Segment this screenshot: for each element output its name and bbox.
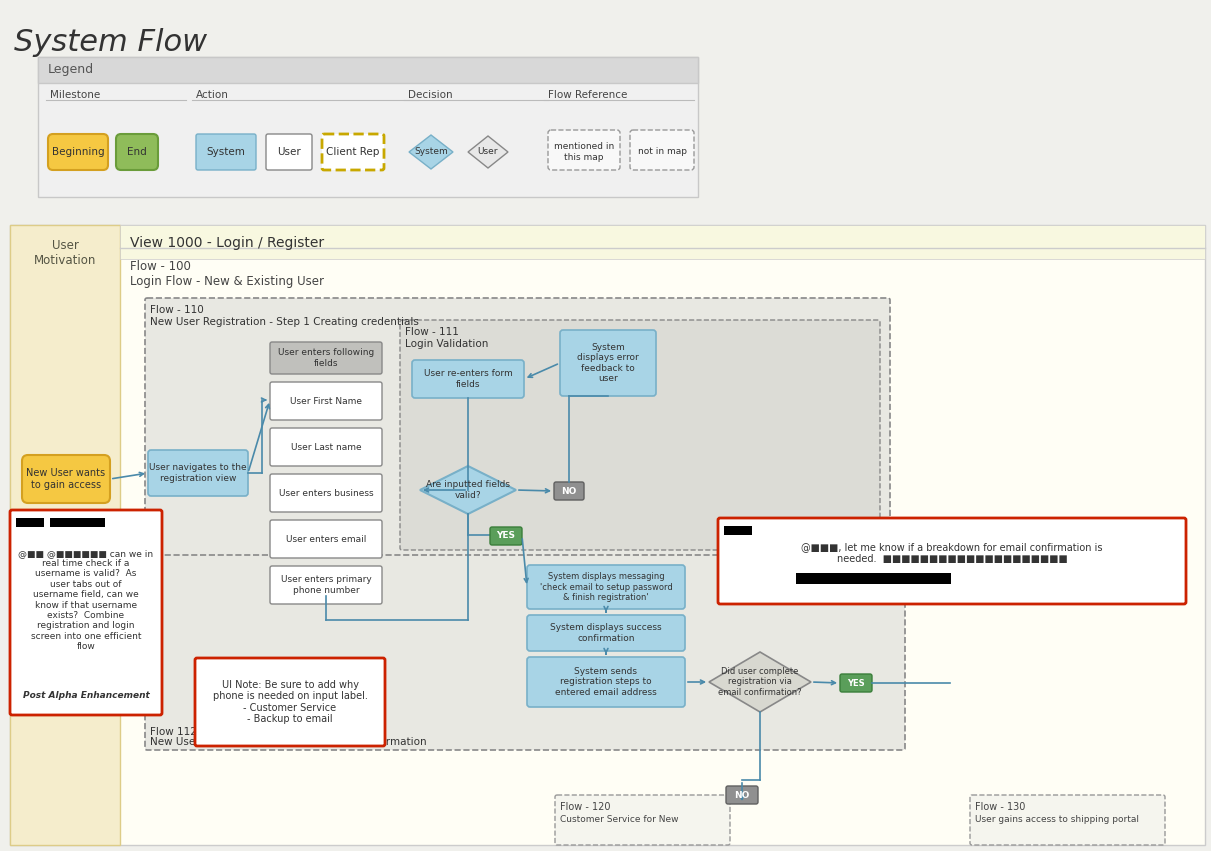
- FancyBboxPatch shape: [270, 474, 381, 512]
- Text: Flow - 130: Flow - 130: [975, 802, 1026, 812]
- Text: YES: YES: [497, 532, 516, 540]
- Text: System sends
registration steps to
entered email address: System sends registration steps to enter…: [555, 667, 656, 697]
- FancyBboxPatch shape: [527, 657, 685, 707]
- FancyBboxPatch shape: [148, 450, 248, 496]
- Text: System
displays error
feedback to
user: System displays error feedback to user: [578, 343, 639, 383]
- FancyBboxPatch shape: [196, 134, 256, 170]
- Bar: [50, 518, 105, 527]
- FancyBboxPatch shape: [718, 518, 1186, 604]
- Bar: [38, 57, 698, 197]
- Bar: [120, 225, 1205, 259]
- Text: NO: NO: [734, 791, 750, 799]
- FancyBboxPatch shape: [195, 658, 385, 746]
- FancyBboxPatch shape: [553, 482, 584, 500]
- FancyBboxPatch shape: [840, 674, 872, 692]
- Text: Flow - 100: Flow - 100: [130, 260, 191, 272]
- Text: User: User: [478, 147, 498, 157]
- Text: Post Alpha Enhancement: Post Alpha Enhancement: [23, 690, 149, 700]
- FancyBboxPatch shape: [555, 795, 730, 845]
- Bar: [796, 573, 951, 584]
- Text: Client Rep: Client Rep: [326, 147, 380, 157]
- FancyBboxPatch shape: [22, 455, 110, 503]
- FancyBboxPatch shape: [527, 615, 685, 651]
- Polygon shape: [708, 652, 811, 712]
- Text: User enters business: User enters business: [279, 488, 373, 498]
- FancyBboxPatch shape: [145, 298, 890, 683]
- Text: not in map: not in map: [637, 147, 687, 157]
- Text: @■■ @■■■■■■ can we in
real time check if a
username is valid?  As
user tabs out : @■■ @■■■■■■ can we in real time check if…: [18, 549, 154, 651]
- Text: Login Validation: Login Validation: [404, 339, 488, 349]
- Text: @■■■, let me know if a breakdown for email confirmation is
needed.  ■■■■■■■■■■■■: @■■■, let me know if a breakdown for ema…: [802, 542, 1103, 564]
- Polygon shape: [409, 135, 453, 169]
- FancyBboxPatch shape: [970, 795, 1165, 845]
- FancyBboxPatch shape: [630, 130, 694, 170]
- FancyBboxPatch shape: [559, 330, 656, 396]
- FancyBboxPatch shape: [145, 555, 905, 750]
- Text: View 1000 - Login / Register: View 1000 - Login / Register: [130, 236, 325, 250]
- Text: Milestone: Milestone: [50, 90, 101, 100]
- Text: Flow 112: Flow 112: [150, 727, 197, 737]
- Text: New User Registration - Step 1 Creating credentials: New User Registration - Step 1 Creating …: [150, 317, 419, 327]
- Polygon shape: [420, 466, 516, 514]
- FancyBboxPatch shape: [266, 134, 312, 170]
- FancyBboxPatch shape: [527, 565, 685, 609]
- Bar: [16, 518, 44, 527]
- FancyBboxPatch shape: [549, 130, 620, 170]
- Bar: [724, 526, 752, 535]
- Text: User
Motivation: User Motivation: [34, 239, 96, 267]
- Text: New User wants
to gain access: New User wants to gain access: [27, 468, 105, 490]
- Text: Did user complete
registration via
email confirmation?: Did user complete registration via email…: [718, 667, 802, 697]
- Text: User First Name: User First Name: [289, 397, 362, 405]
- Polygon shape: [467, 136, 507, 168]
- FancyBboxPatch shape: [270, 428, 381, 466]
- Text: User navigates to the
registration view: User navigates to the registration view: [149, 463, 247, 483]
- FancyBboxPatch shape: [270, 382, 381, 420]
- Text: User gains access to shipping portal: User gains access to shipping portal: [975, 814, 1140, 824]
- Text: Flow - 110: Flow - 110: [150, 305, 203, 315]
- Text: Action: Action: [196, 90, 229, 100]
- FancyBboxPatch shape: [322, 134, 384, 170]
- FancyBboxPatch shape: [490, 527, 522, 545]
- Text: mentioned in
this map: mentioned in this map: [553, 142, 614, 162]
- FancyBboxPatch shape: [270, 342, 381, 374]
- Text: Customer Service for New: Customer Service for New: [559, 814, 678, 824]
- Text: User: User: [277, 147, 300, 157]
- FancyBboxPatch shape: [270, 520, 381, 558]
- Text: Are inputted fields
valid?: Are inputted fields valid?: [426, 480, 510, 500]
- Text: Beginning: Beginning: [52, 147, 104, 157]
- Text: System Flow: System Flow: [15, 28, 207, 57]
- Text: User re-enters form
fields: User re-enters form fields: [424, 369, 512, 389]
- FancyBboxPatch shape: [116, 134, 157, 170]
- FancyBboxPatch shape: [412, 360, 524, 398]
- Bar: [10, 225, 1205, 845]
- Text: User enters following
fields: User enters following fields: [277, 348, 374, 368]
- Text: System: System: [207, 147, 246, 157]
- Text: NO: NO: [562, 487, 576, 495]
- Text: User Last name: User Last name: [291, 443, 361, 452]
- Text: User enters email: User enters email: [286, 534, 366, 544]
- Text: System: System: [414, 147, 448, 157]
- Text: Decision: Decision: [408, 90, 453, 100]
- Text: User enters primary
phone number: User enters primary phone number: [281, 575, 372, 595]
- FancyBboxPatch shape: [727, 786, 758, 804]
- Text: New User Registration - Step 2 Account Confirmation: New User Registration - Step 2 Account C…: [150, 737, 426, 747]
- Bar: [38, 57, 698, 83]
- Text: YES: YES: [848, 678, 865, 688]
- FancyBboxPatch shape: [10, 510, 162, 715]
- Text: Flow - 120: Flow - 120: [559, 802, 610, 812]
- Text: Flow Reference: Flow Reference: [549, 90, 627, 100]
- Text: End: End: [127, 147, 147, 157]
- Text: UI Note: Be sure to add why
phone is needed on input label.
- Customer Service
-: UI Note: Be sure to add why phone is nee…: [213, 680, 367, 724]
- Text: Login Flow - New & Existing User: Login Flow - New & Existing User: [130, 276, 325, 288]
- Text: Legend: Legend: [48, 64, 94, 77]
- FancyBboxPatch shape: [48, 134, 108, 170]
- Text: System displays messaging
'check email to setup password
& finish registration': System displays messaging 'check email t…: [540, 572, 672, 602]
- Text: System displays success
confirmation: System displays success confirmation: [550, 623, 662, 643]
- FancyBboxPatch shape: [400, 320, 880, 550]
- Text: Flow - 111: Flow - 111: [404, 327, 459, 337]
- FancyBboxPatch shape: [270, 566, 381, 604]
- Bar: [10, 225, 120, 845]
